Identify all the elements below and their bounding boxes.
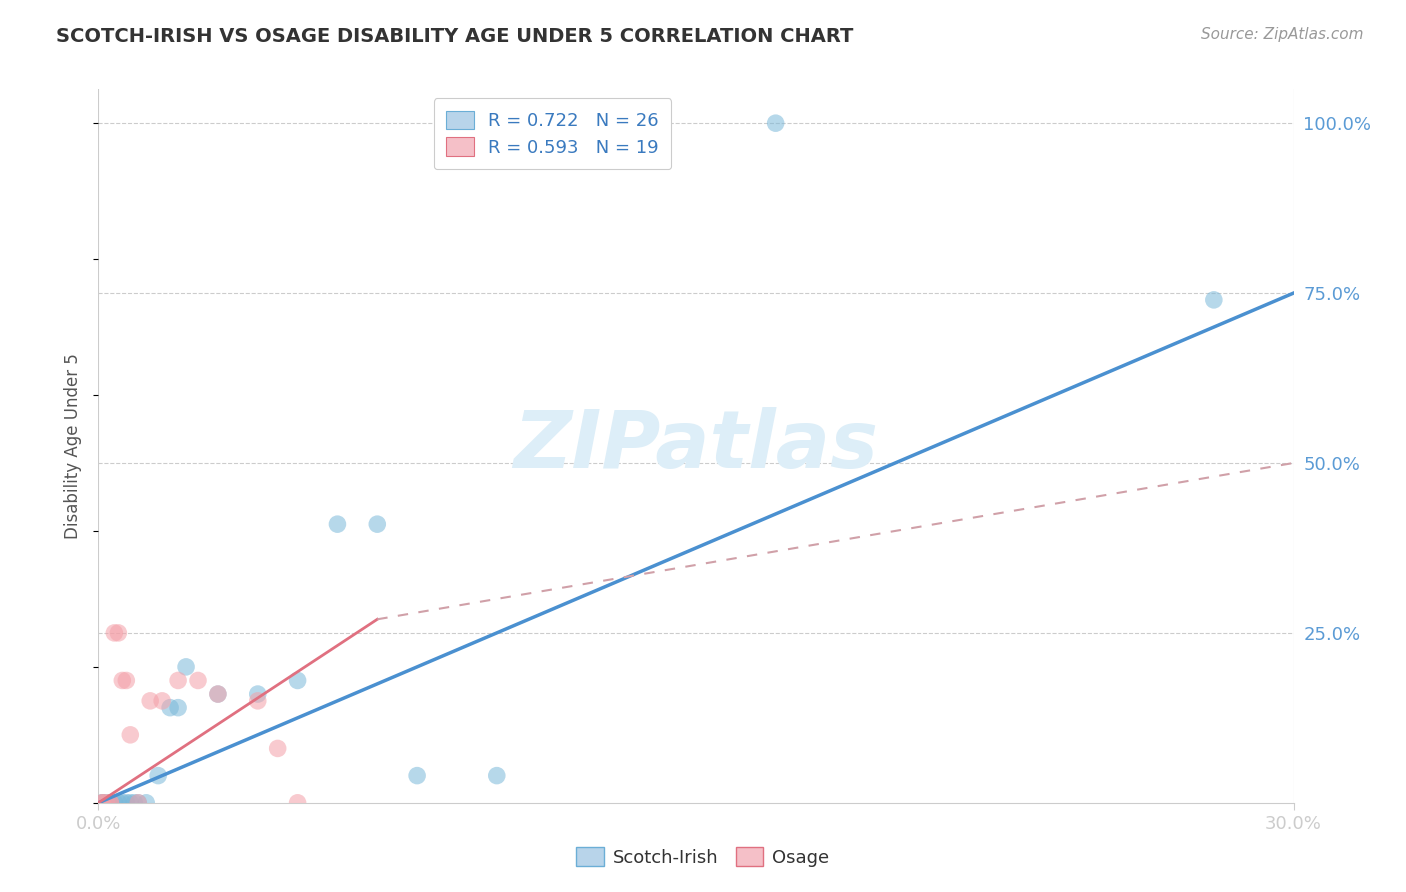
Point [96,796,118,810]
Point [139,694,162,708]
Point [246,694,269,708]
Point [150,694,173,708]
Point [100,796,122,810]
Point [246,687,269,701]
Point [167,700,190,714]
Point [267,741,290,756]
Point [159,700,181,714]
Point [96,796,118,810]
Legend: Scotch-Irish, Osage: Scotch-Irish, Osage [569,840,837,874]
Point [100,796,122,810]
Point [91,796,114,810]
Text: Source: ZipAtlas.com: Source: ZipAtlas.com [1201,27,1364,42]
Y-axis label: Disability Age Under 5: Disability Age Under 5 [65,353,83,539]
Point [107,626,129,640]
Point [167,673,190,688]
Point [115,673,138,688]
Point [120,728,142,742]
Point [91,796,114,810]
Point [326,517,349,532]
Point [127,796,149,810]
Point [406,769,429,783]
Legend: R = 0.722   N = 26, R = 0.593   N = 19: R = 0.722 N = 26, R = 0.593 N = 19 [434,98,671,169]
Point [127,796,149,810]
Point [103,796,125,810]
Point [148,769,170,783]
Point [287,673,309,688]
Point [485,769,508,783]
Point [107,796,129,810]
Point [91,796,114,810]
Point [120,796,142,810]
Point [287,796,309,810]
Point [1202,293,1225,307]
Point [366,517,388,532]
Point [207,687,229,701]
Text: ZIPatlas: ZIPatlas [513,407,879,485]
Point [111,673,134,688]
Point [135,796,157,810]
Point [207,687,229,701]
Point [187,673,209,688]
Point [100,796,122,810]
Point [115,796,138,810]
Point [111,796,134,810]
Point [91,796,114,810]
Text: SCOTCH-IRISH VS OSAGE DISABILITY AGE UNDER 5 CORRELATION CHART: SCOTCH-IRISH VS OSAGE DISABILITY AGE UND… [56,27,853,45]
Point [103,626,125,640]
Point [100,796,122,810]
Point [765,116,787,130]
Point [174,660,197,674]
Point [124,796,146,810]
